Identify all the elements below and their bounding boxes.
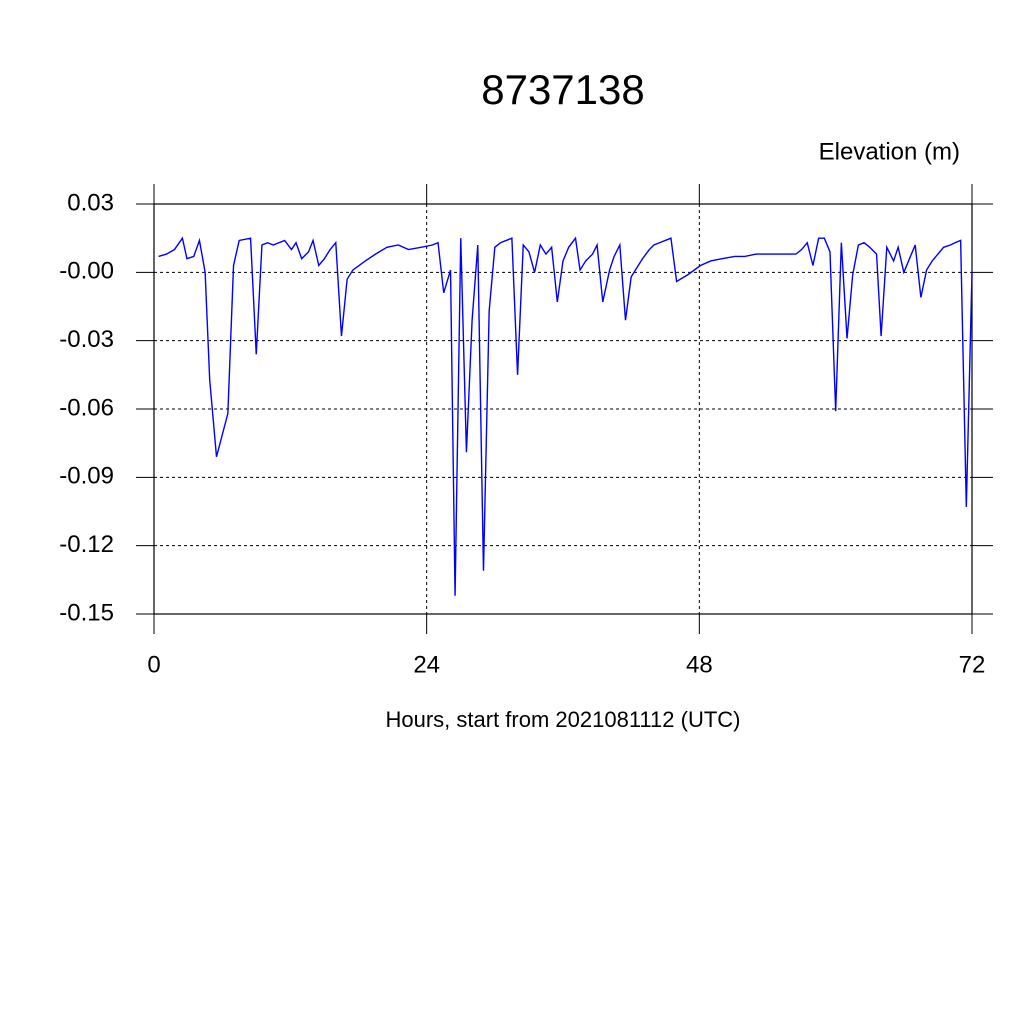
- y-tick-label: -0.15: [59, 599, 114, 626]
- y-tick-label: -0.06: [59, 394, 114, 421]
- x-tick-label: 72: [959, 651, 986, 678]
- x-axis-label: Hours, start from 2021081112 (UTC): [386, 707, 741, 732]
- y-tick-label: -0.03: [59, 326, 114, 353]
- chart-title: 8737138: [481, 66, 645, 113]
- x-tick-label: 0: [147, 651, 160, 678]
- y-tick-label: -0.09: [59, 463, 114, 490]
- data-line: [158, 236, 973, 596]
- y-axis-label: Elevation (m): [819, 138, 960, 165]
- x-tick-label: 48: [686, 651, 713, 678]
- y-tick-label: 0.03: [67, 189, 114, 216]
- y-tick-label: -0.12: [59, 531, 114, 558]
- y-tick-label: -0.00: [59, 258, 114, 285]
- x-tick-label: 24: [413, 651, 440, 678]
